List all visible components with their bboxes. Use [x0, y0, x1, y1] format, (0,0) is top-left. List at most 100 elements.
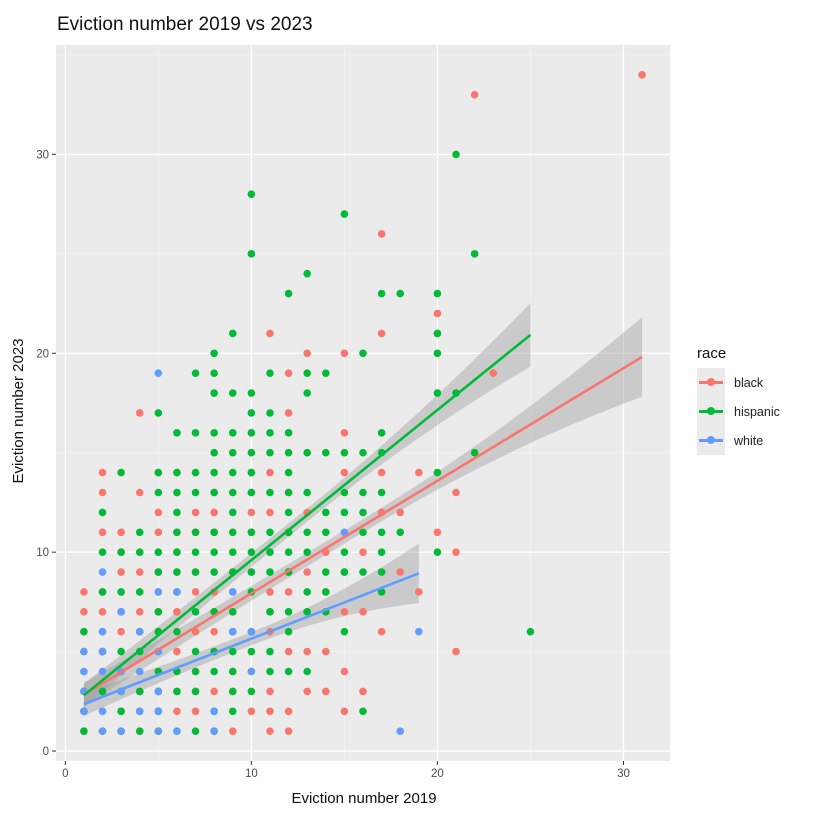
point-hispanic: [284, 548, 293, 556]
point-hispanic: [247, 429, 256, 437]
point-black: [247, 508, 256, 517]
legend-label-hispanic: hispanic: [734, 404, 780, 419]
y-tick-label: 0: [43, 746, 49, 758]
fit-line-white: [83, 572, 420, 706]
point-black: [284, 727, 293, 735]
point-hispanic: [266, 448, 274, 457]
point-hispanic: [117, 548, 125, 556]
point-hispanic: [228, 429, 237, 437]
point-hispanic: [321, 588, 330, 596]
point-white: [415, 627, 423, 636]
point-hispanic: [340, 210, 349, 218]
point-black: [284, 588, 293, 596]
point-white: [154, 727, 163, 735]
point-white: [173, 727, 181, 735]
fit-lines: [83, 333, 643, 706]
point-black: [452, 488, 460, 497]
point-black: [98, 528, 107, 537]
point-white: [80, 647, 88, 656]
data-points: [80, 71, 646, 735]
point-hispanic: [266, 369, 274, 377]
point-hispanic: [359, 707, 367, 716]
point-hispanic: [321, 369, 330, 377]
x-tick-label: 20: [431, 768, 444, 780]
point-hispanic: [433, 389, 442, 397]
point-hispanic: [266, 647, 274, 656]
point-hispanic: [266, 568, 274, 576]
point-black: [210, 627, 218, 636]
point-hispanic: [173, 528, 181, 537]
point-hispanic: [191, 528, 200, 537]
point-hispanic: [228, 608, 237, 616]
point-white: [154, 588, 163, 596]
point-hispanic: [117, 468, 125, 477]
point-hispanic: [377, 429, 386, 437]
y-axis-label: Eviction number 2023: [10, 338, 27, 483]
point-hispanic: [173, 568, 181, 576]
point-white: [228, 588, 237, 596]
point-hispanic: [191, 667, 200, 676]
point-hispanic: [284, 667, 293, 676]
point-hispanic: [210, 369, 218, 377]
point-hispanic: [135, 588, 144, 596]
point-black: [135, 608, 144, 616]
point-black: [377, 627, 386, 636]
point-hispanic: [228, 448, 237, 457]
point-hispanic: [228, 528, 237, 537]
point-white: [396, 727, 405, 735]
point-hispanic: [228, 667, 237, 676]
point-hispanic: [303, 588, 311, 596]
point-white: [98, 647, 107, 656]
point-black: [154, 528, 163, 537]
point-black: [266, 727, 274, 735]
x-tick-label: 0: [62, 768, 68, 780]
point-hispanic: [247, 250, 256, 258]
point-black: [638, 71, 646, 79]
point-white: [98, 568, 107, 576]
point-hispanic: [247, 389, 256, 397]
point-hispanic: [303, 448, 311, 457]
point-hispanic: [117, 647, 125, 656]
point-black: [98, 608, 107, 616]
point-black: [433, 528, 442, 537]
x-tick-label: 10: [245, 768, 258, 780]
point-white: [154, 707, 163, 716]
point-white: [154, 369, 163, 377]
point-hispanic: [98, 588, 107, 596]
point-hispanic: [228, 687, 237, 696]
point-hispanic: [247, 647, 256, 656]
point-hispanic: [135, 548, 144, 556]
point-black: [173, 707, 181, 716]
point-hispanic: [228, 508, 237, 517]
point-hispanic: [340, 548, 349, 556]
point-hispanic: [98, 508, 107, 517]
point-black: [154, 508, 163, 517]
point-white: [154, 687, 163, 696]
point-black: [452, 548, 460, 556]
point-hispanic: [191, 468, 200, 477]
point-black: [80, 588, 88, 596]
point-black: [340, 608, 349, 616]
point-hispanic: [210, 429, 218, 437]
point-hispanic: [284, 508, 293, 517]
point-black: [266, 588, 274, 596]
point-hispanic: [266, 528, 274, 537]
legend-item-hispanic: hispanic: [697, 397, 780, 426]
point-hispanic: [284, 608, 293, 616]
point-black: [377, 230, 386, 238]
point-hispanic: [154, 568, 163, 576]
point-hispanic: [228, 329, 237, 338]
point-hispanic: [359, 488, 367, 497]
point-hispanic: [210, 349, 218, 358]
point-hispanic: [340, 508, 349, 517]
point-black: [266, 329, 274, 338]
axes: 0 10 20 30 0 10 20 30: [36, 149, 630, 780]
point-black: [191, 508, 200, 517]
point-hispanic: [303, 369, 311, 377]
point-hispanic: [80, 727, 88, 735]
point-black: [340, 667, 349, 676]
point-hispanic: [284, 627, 293, 636]
point-black: [135, 568, 144, 576]
point-hispanic: [284, 289, 293, 298]
legend-key-black: [697, 368, 725, 397]
